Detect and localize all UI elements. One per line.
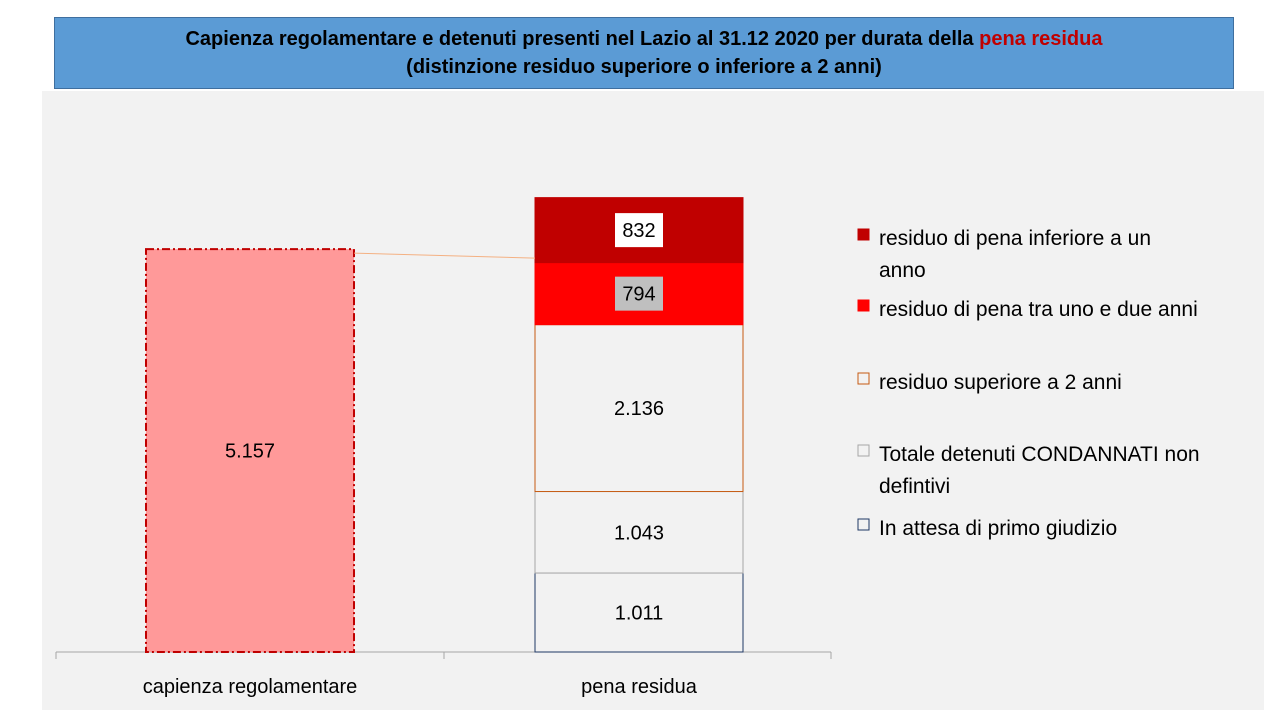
data-label-0: 1.011 (615, 603, 664, 625)
legend-swatch-3 (857, 444, 870, 457)
legend-label-1-0: residuo di pena tra uno e due anni (879, 298, 1198, 321)
bar-capienza (145, 248, 355, 653)
series-line (353, 252, 536, 259)
legend-label-0-0: residuo di pena inferiore a un (879, 227, 1151, 250)
legend-label-4-0: In attesa di primo giudizio (879, 517, 1117, 540)
chart-title-line1: Capienza regolamentare e detenuti presen… (185, 25, 1102, 53)
legend-item-2: residuo superiore a 2 anni (857, 371, 1122, 394)
legend-swatch-4 (857, 518, 870, 531)
legend-item-0: residuo di pena inferiore a un anno (857, 227, 1151, 282)
legend-label-3-1: defintivi (879, 475, 950, 498)
chart-title: Capienza regolamentare e detenuti presen… (54, 17, 1234, 89)
bar-segment-2 (534, 324, 744, 493)
bar-segment-1 (534, 491, 744, 574)
data-label-2: 2.136 (614, 398, 664, 420)
legend-swatch-0 (857, 228, 870, 241)
bar-segment-0 (534, 572, 744, 653)
legend-label-2-0: residuo superiore a 2 anni (879, 371, 1122, 394)
legend-item-1: residuo di pena tra uno e due anni (857, 298, 1198, 321)
legend-label-3-0: Totale detenuti CONDANNATI non (879, 443, 1200, 466)
legend-item-4: In attesa di primo giudizio (857, 517, 1117, 540)
legend-item-3: Totale detenuti CONDANNATI non defintivi (857, 443, 1200, 498)
data-label-bg-4 (615, 213, 663, 248)
legend-label-0-1: anno (879, 259, 926, 282)
legend-swatch-1 (857, 299, 870, 312)
chart-svg: capienza regolamentare pena residua 5.157 1… (55, 197, 1200, 698)
x-tick-label-0: capienza regolamentare (143, 676, 358, 698)
data-label-1: 1.043 (614, 522, 664, 544)
chart-subtitle: (distinzione residuo superiore o inferio… (406, 56, 882, 78)
legend-swatch-2 (857, 372, 870, 385)
data-label-4: 832 (622, 220, 655, 242)
data-label-capienza: 5.157 (225, 441, 275, 463)
plot-area: capienza regolamentare pena residua 5.157 1… (42, 91, 1264, 710)
chart-title-text: Capienza regolamentare e detenuti presen… (185, 28, 980, 50)
x-tick-label-1: pena residua (581, 676, 698, 698)
data-label-3: 794 (622, 284, 655, 306)
chart-title-highlight: pena residua (979, 28, 1103, 50)
data-label-bg-3 (615, 276, 663, 311)
